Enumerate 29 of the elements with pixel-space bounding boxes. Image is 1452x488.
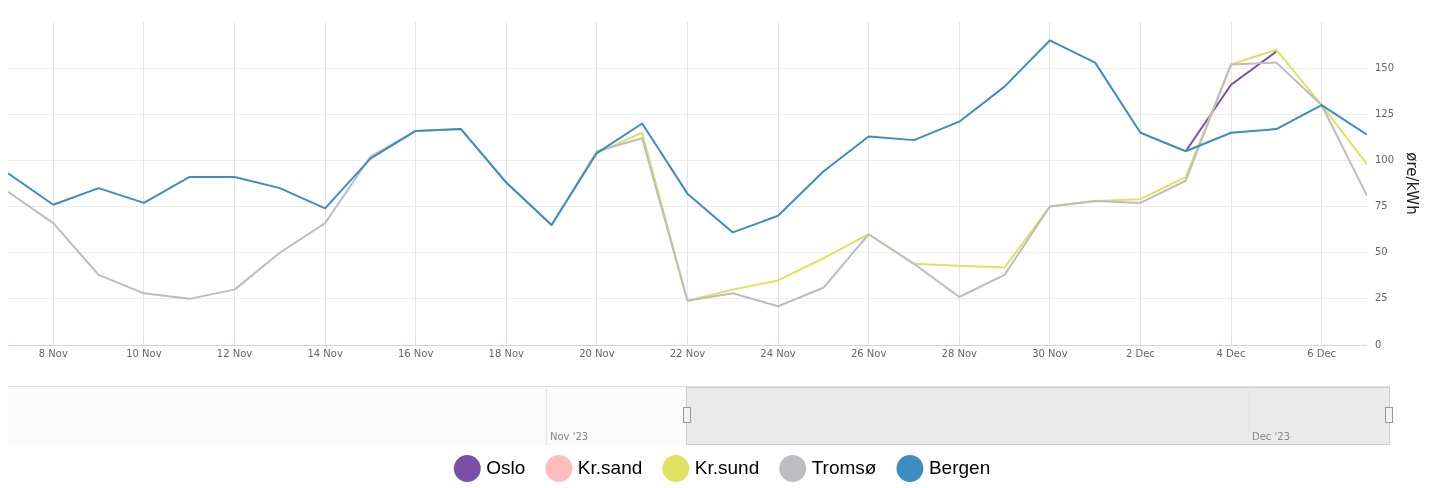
x-tick-label: 22 Nov [669,347,706,359]
x-tick-label: 10 Nov [126,347,162,359]
legend-label: Kr.sand [577,456,643,478]
y-tick-label: 75 [1374,200,1388,212]
x-tick-label: 6 Dec [1307,347,1337,359]
x-tick-label: 28 Nov [941,347,978,359]
legend-label: Oslo [486,456,526,478]
legend-label: Kr.sund [694,456,760,478]
y-tick-label: 125 [1374,107,1395,119]
y-tick-label: 25 [1374,292,1388,304]
legend-label: Bergen [928,456,991,478]
x-tick-label: 8 Nov [38,347,68,359]
x-tick-label: 4 Dec [1216,347,1246,359]
y-tick-label: 0 [1374,338,1382,350]
navigator-preview: Nov '23 Dec '23 [8,386,1390,445]
x-tick-label: 26 Nov [850,347,887,359]
y-axis-title: øre/kWh [1403,152,1422,215]
x-tick-label: 18 Nov [488,347,525,359]
y-tick-label: 150 [1374,61,1395,73]
x-tick-label: 14 Nov [307,347,343,359]
x-tick-label: 30 Nov [1032,347,1068,359]
x-tick-label: 24 Nov [760,347,796,359]
legend-label: Tromsø [811,456,877,478]
y-tick-label: 50 [1374,246,1388,258]
y-tick-label: 100 [1374,154,1395,166]
x-tick-label: 16 Nov [397,347,434,359]
x-tick-label: 2 Dec [1125,347,1155,359]
x-tick-label: 20 Nov [579,347,615,359]
x-tick-label: 12 Nov [216,347,253,359]
